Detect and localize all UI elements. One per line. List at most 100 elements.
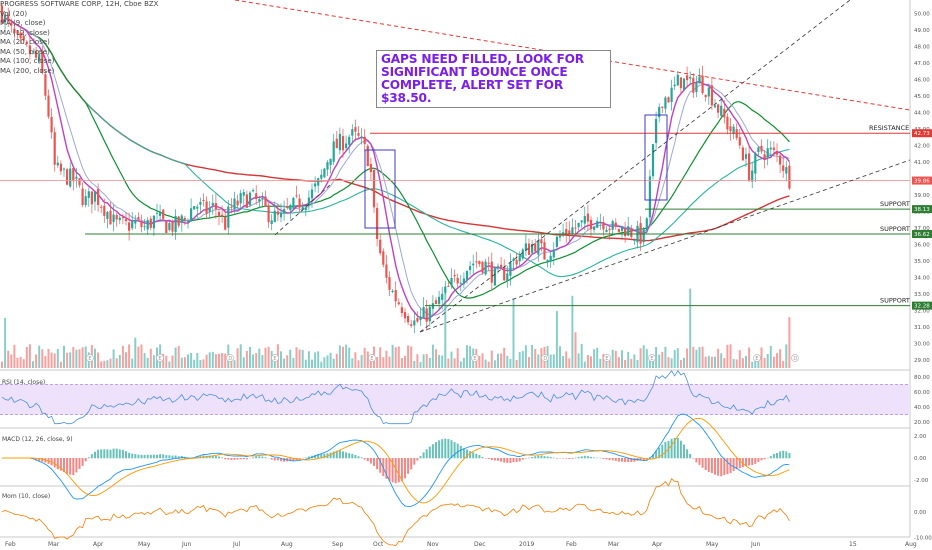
volume-bar <box>534 348 537 368</box>
volume-bar <box>596 347 599 368</box>
macd-histogram-bar <box>239 458 242 460</box>
volume-bar <box>664 346 667 368</box>
volume-bar <box>394 347 397 368</box>
volume-bar <box>648 358 651 368</box>
candle-body <box>53 132 56 165</box>
macd-histogram-bar <box>100 449 103 459</box>
candle-body <box>245 194 248 208</box>
volume-bar <box>78 349 81 368</box>
volume-bar <box>193 359 196 368</box>
macd-histogram-bar <box>196 456 199 459</box>
macd-histogram-bar <box>211 455 214 459</box>
rsi-band <box>0 384 910 415</box>
candle-body <box>202 199 205 201</box>
candle-body <box>56 162 59 166</box>
volume-bar <box>413 360 416 368</box>
volume-bar <box>323 357 326 368</box>
volume-bar <box>298 349 301 368</box>
macd-histogram-bar <box>599 457 602 459</box>
candle-body <box>453 275 456 277</box>
candle-body <box>726 116 729 130</box>
price-tick-label: 50.00 <box>914 11 930 17</box>
candle-body <box>329 158 332 166</box>
candle-body <box>379 239 382 254</box>
macd-histogram-bar <box>679 440 682 459</box>
volume-bar <box>537 354 540 368</box>
candle-body <box>496 266 500 269</box>
volume-bar <box>568 358 571 368</box>
macd-histogram-bar <box>531 457 534 459</box>
volume-bar <box>549 354 552 368</box>
event-marker-letter: E <box>370 356 373 362</box>
volume-bar <box>183 357 186 368</box>
macd-label: MACD (12, 26, close, 9) <box>2 436 73 443</box>
candle-body <box>775 152 779 155</box>
macd-histogram-bar <box>441 439 444 459</box>
candle-body <box>314 183 317 187</box>
candle-body <box>679 77 682 89</box>
candle-body <box>317 178 320 186</box>
candle-body <box>183 218 186 220</box>
candle-body <box>348 136 351 145</box>
macd-line <box>2 413 790 507</box>
volume-bar <box>168 361 171 368</box>
volume-bar <box>326 355 329 368</box>
macd-histogram-bar <box>772 453 775 459</box>
macd-histogram-bar <box>487 458 490 459</box>
macd-histogram-bar <box>159 454 162 459</box>
macd-histogram-bar <box>704 458 707 471</box>
volume-bar <box>351 358 354 368</box>
macd-histogram-bar <box>500 458 503 462</box>
candle-body <box>165 221 168 233</box>
volume-bar <box>689 288 692 368</box>
rsi-tick: 20.00 <box>914 420 930 426</box>
macd-histogram-bar <box>450 440 453 459</box>
macd-histogram-bar <box>655 450 658 459</box>
macd-histogram-bar <box>506 458 509 463</box>
candle-body <box>558 235 562 238</box>
volume-bar <box>236 348 239 368</box>
macd-histogram-bar <box>323 453 326 459</box>
macd-histogram-bar <box>766 457 769 459</box>
candle-body <box>754 152 757 174</box>
macd-histogram-bar <box>394 458 397 484</box>
candle-body <box>744 154 748 159</box>
candle-body <box>221 214 224 216</box>
macd-histogram-bar <box>562 458 565 459</box>
volume-bar <box>106 360 109 368</box>
time-tick-label: Aug <box>281 541 293 548</box>
volume-bar <box>242 357 245 368</box>
candle-body <box>248 192 252 206</box>
candle-body <box>75 176 78 179</box>
volume-bar <box>661 351 664 368</box>
candle-body <box>410 324 413 326</box>
volume-bar <box>112 349 115 368</box>
candle-body <box>732 126 735 135</box>
candle-body <box>518 255 521 262</box>
volume-bar <box>720 353 723 368</box>
level-tag-text-0: 42.73 <box>914 131 930 137</box>
candle-body <box>493 268 496 286</box>
volume-bar <box>652 358 654 368</box>
candle-body <box>106 211 109 219</box>
macd-histogram-bar <box>627 458 630 462</box>
volume-bar <box>487 361 490 368</box>
macd-histogram-bar <box>366 458 369 462</box>
candle-body <box>676 74 679 86</box>
volume-bar <box>44 355 47 368</box>
candle-body <box>264 196 267 207</box>
candle-body <box>10 22 13 26</box>
macd-histogram-bar <box>590 456 592 459</box>
macd-histogram-bar <box>782 450 785 459</box>
candle-body <box>667 97 670 103</box>
macd-histogram-bar <box>258 456 261 459</box>
candle-body <box>115 215 118 220</box>
rsi-tick: 60.00 <box>914 390 930 396</box>
macd-histogram-bar <box>72 458 75 476</box>
macd-histogram-bar <box>94 451 96 459</box>
macd-histogram-bar <box>435 442 437 459</box>
candle-body <box>478 261 481 265</box>
price-tick-label: 47.00 <box>914 61 930 67</box>
macd-histogram-bar <box>540 455 543 459</box>
